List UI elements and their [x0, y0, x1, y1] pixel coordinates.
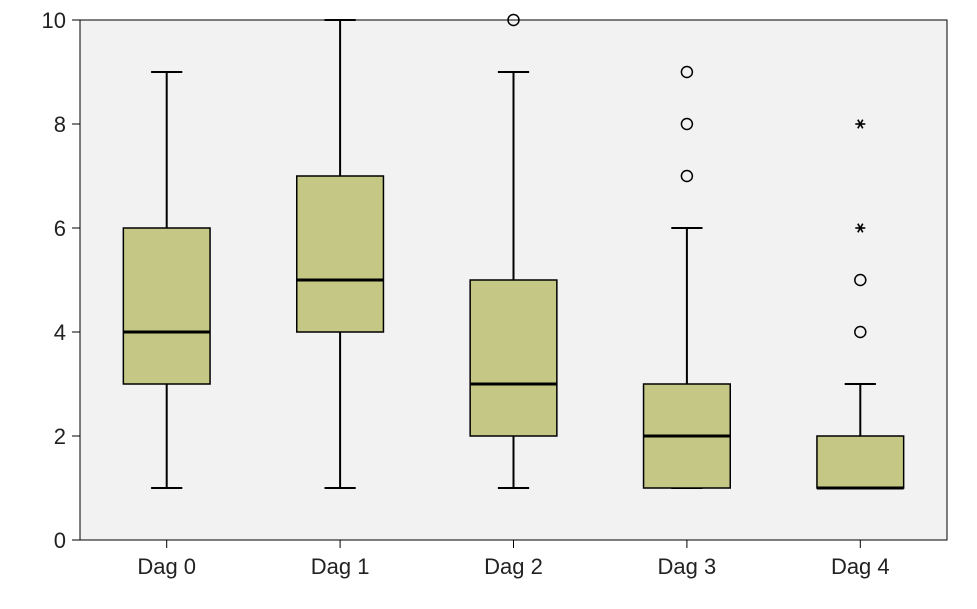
- x-tick-label: Dag 0: [137, 554, 196, 579]
- x-tick-label: Dag 4: [831, 554, 890, 579]
- y-tick-label: 2: [54, 424, 66, 449]
- box: [297, 176, 384, 332]
- y-tick-label: 6: [54, 216, 66, 241]
- box: [470, 280, 557, 436]
- y-tick-label: 4: [54, 320, 66, 345]
- chart-svg: 0 2 4 6 8 10 Dag 0 Dag 1 Dag 2 Dag 3 Dag 4: [0, 0, 977, 609]
- box: [123, 228, 210, 384]
- x-tick-label: Dag 3: [658, 554, 717, 579]
- x-tick-label: Dag 1: [311, 554, 370, 579]
- x-tick-label: Dag 2: [484, 554, 543, 579]
- boxplot-chart: 0 2 4 6 8 10 Dag 0 Dag 1 Dag 2 Dag 3 Dag 4: [0, 0, 977, 609]
- box: [817, 436, 904, 488]
- y-tick-label: 10: [42, 8, 66, 33]
- y-tick-label: 8: [54, 112, 66, 137]
- y-tick-label: 0: [54, 528, 66, 553]
